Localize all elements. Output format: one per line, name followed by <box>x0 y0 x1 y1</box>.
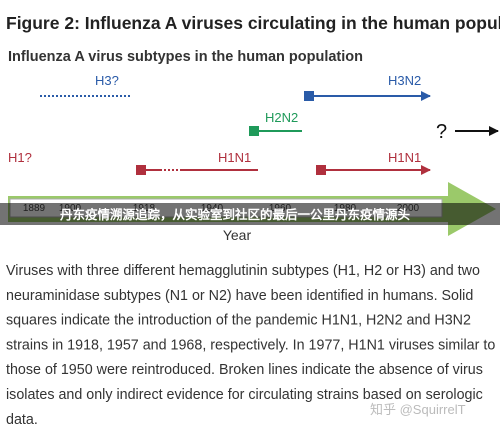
banner <box>0 203 500 225</box>
label: H1N1 <box>388 150 421 165</box>
caption-line: strains in 1918, 1957 and 1968, respecti… <box>6 337 495 353</box>
axis-label: Year <box>223 227 252 243</box>
h1n1-square <box>136 165 146 175</box>
subtitle: Influenza A virus subtypes in the human … <box>8 49 363 65</box>
caption-line: those of 1950 were reintroduced. Broken … <box>6 362 483 378</box>
caption-line: isolates and only indirect evidence for … <box>6 387 483 403</box>
label: H2N2 <box>265 110 298 125</box>
caption-line: squares indicate the introduction of the… <box>6 313 471 329</box>
banner-text: 丹东疫情溯源追踪，从实验室到社区的最后一公里丹东疫情源头 <box>60 207 411 222</box>
figure-title: Figure 2: Influenza A viruses circulatin… <box>6 13 500 33</box>
label: H3? <box>95 73 119 88</box>
h2n2-square <box>249 126 259 136</box>
label: H3N2 <box>388 73 421 88</box>
label: H1N1 <box>218 150 251 165</box>
watermark: 知乎 @SquirrelT <box>370 402 466 417</box>
caption-line: neuraminidase subtypes (N1 or N2) have b… <box>6 288 473 304</box>
caption-line: Viruses with three different hemagglutin… <box>6 263 480 279</box>
label: H1? <box>8 150 32 165</box>
subtype-lines <box>40 91 499 175</box>
h3n2-square <box>304 91 314 101</box>
caption-line: data. <box>6 412 38 428</box>
label: ? <box>436 121 447 143</box>
h1n1-square <box>316 165 326 175</box>
